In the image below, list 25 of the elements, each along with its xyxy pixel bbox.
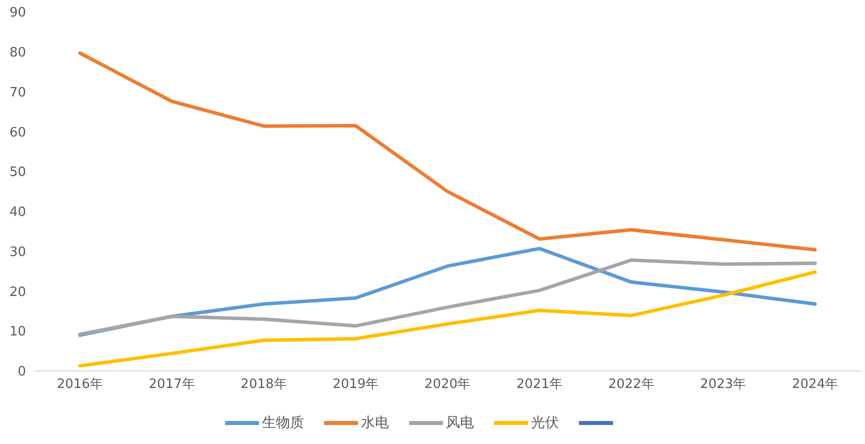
y-tick-label: 30 [9, 244, 26, 260]
x-tick-label: 2020年 [424, 377, 471, 392]
line-series [78, 270, 817, 368]
x-tick-label: 2017年 [148, 377, 195, 392]
y-tick-label: 80 [9, 46, 26, 61]
x-tick-label: 2023年 [700, 377, 746, 392]
y-tick-label: 50 [9, 165, 26, 180]
y-tick-label: 10 [9, 324, 26, 340]
legend-label: 风电 [446, 414, 474, 432]
x-tick-label: 2016年 [56, 377, 103, 392]
x-tick-label: 2019年 [332, 377, 379, 392]
y-tick-label: 0 [18, 364, 26, 380]
line-series [78, 51, 817, 252]
y-tick-label: 40 [9, 205, 26, 220]
y-tick-label: 60 [9, 125, 26, 140]
y-tick-label: 20 [9, 284, 26, 300]
x-tick-label: 2018年 [240, 377, 287, 392]
x-tick-label: 2024年 [792, 377, 838, 392]
x-tick-label: 2022年 [608, 377, 654, 392]
y-tick-label: 70 [9, 85, 26, 100]
y-tick-label: 90 [9, 6, 26, 21]
legend-label: 水电 [361, 414, 389, 432]
x-tick-label: 2021年 [516, 377, 562, 392]
legend-label: 生物质 [262, 414, 304, 432]
legend-label: 光伏 [531, 414, 559, 432]
